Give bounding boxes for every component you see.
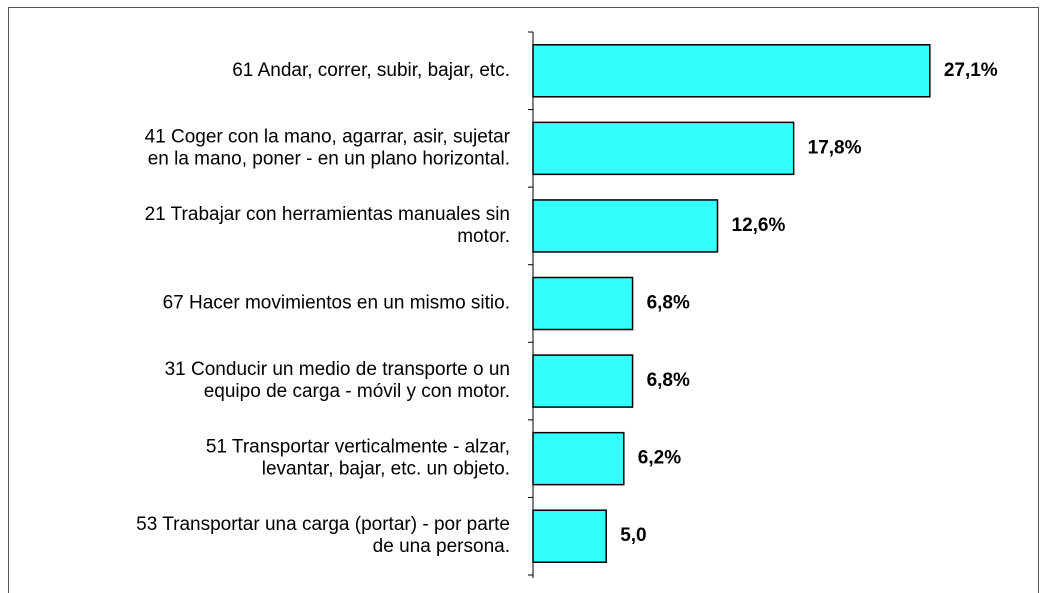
value-label: 17,8% bbox=[808, 137, 862, 158]
value-label: 27,1% bbox=[944, 60, 998, 81]
category-label: de una persona. bbox=[373, 536, 510, 557]
frame bbox=[8, 7, 1039, 593]
bar bbox=[532, 121, 795, 176]
bar bbox=[532, 199, 719, 253]
value-label: 6,2% bbox=[638, 448, 681, 469]
category-label: 41 Coger con la mano, agarrar, asir, suj… bbox=[145, 126, 511, 147]
category-label: 21 Trabajar con herramientas manuales si… bbox=[145, 204, 510, 225]
value-label: 5,0 bbox=[620, 525, 646, 546]
category-label: 61 Andar, correr, subir, bajar, etc. bbox=[232, 60, 510, 81]
category-label: levantar, bajar, etc. un objeto. bbox=[262, 459, 510, 480]
category-label: equipo de carga - móvil y con motor. bbox=[204, 381, 510, 402]
category-label: 51 Transportar verticalmente - alzar, bbox=[206, 437, 510, 458]
category-label: 53 Transportar una carga (portar) - por … bbox=[136, 514, 510, 535]
value-label: 12,6% bbox=[732, 215, 786, 236]
value-label: 6,8% bbox=[647, 293, 690, 314]
bar bbox=[532, 431, 625, 486]
category-label: 31 Conducir un medio de transporte o un bbox=[165, 359, 510, 380]
category-label: motor. bbox=[457, 226, 510, 247]
bar bbox=[532, 44, 931, 98]
bar bbox=[532, 354, 634, 408]
bar bbox=[532, 509, 607, 563]
category-label: 67 Hacer movimientos en un mismo sitio. bbox=[163, 293, 510, 314]
value-label: 6,8% bbox=[647, 370, 690, 391]
category-label: en la mano, poner - en un plano horizont… bbox=[148, 148, 510, 169]
bar bbox=[532, 276, 634, 331]
